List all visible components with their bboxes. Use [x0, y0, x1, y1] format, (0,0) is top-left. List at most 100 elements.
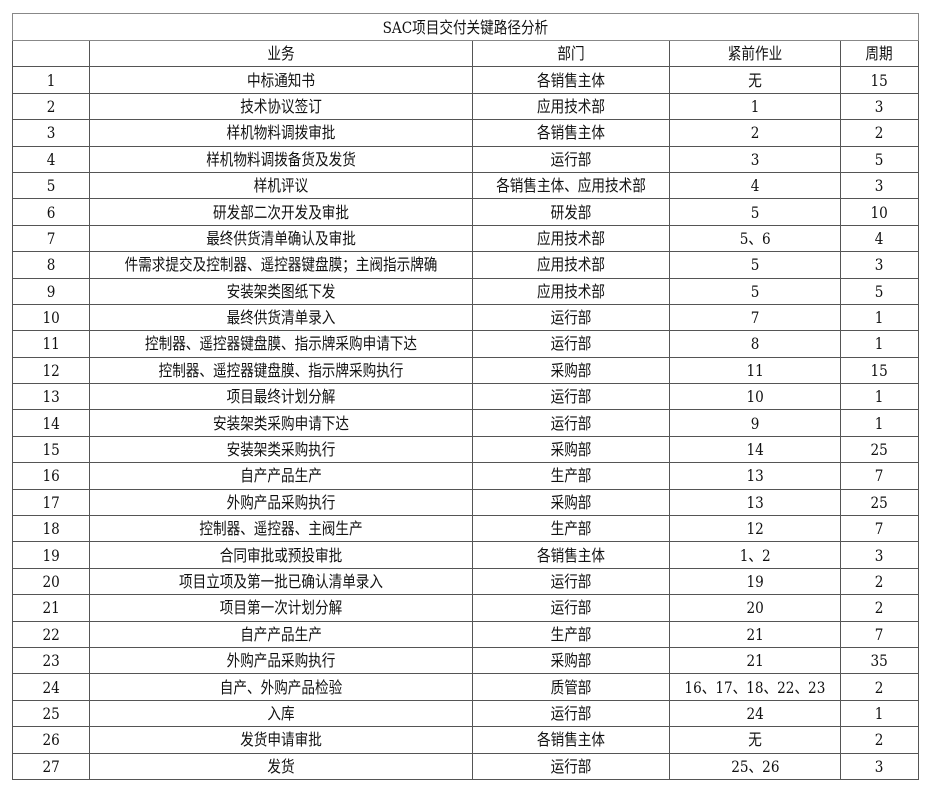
table-row: 2 技术协议签订 应用技术部 1 3: [11, 92, 920, 121]
cell-predecessor: 13: [669, 462, 841, 490]
cell-text: 最终供货清单录入: [226, 308, 336, 328]
cell-text: 4: [875, 228, 884, 248]
cell-department: 运行部: [471, 699, 671, 728]
cell-predecessor: 24: [669, 699, 841, 728]
cell-task: 控制器、遥控器键盘膜、指示牌采购申请下达: [89, 330, 473, 358]
cell-text: 16: [42, 466, 60, 486]
cell-duration: 1: [839, 303, 920, 332]
cell-predecessor: 2: [669, 119, 841, 147]
cell-department: 各销售主体、应用技术部: [471, 171, 671, 200]
cell-text: 发货: [267, 756, 295, 776]
cell-text: 最终供货清单确认及审批: [206, 228, 356, 248]
cell-predecessor: 3: [669, 145, 841, 173]
cell-text: 19: [42, 545, 60, 565]
cell-department: 各销售主体: [471, 66, 671, 94]
cell-text: 各销售主体、应用技术部: [496, 176, 646, 196]
cell-text: 生产部: [550, 519, 592, 539]
cell-text: 1: [875, 387, 884, 407]
cell-task: 发货申请审批: [89, 726, 473, 754]
cell-index: 16: [11, 462, 91, 490]
cell-index: 13: [11, 383, 91, 411]
header-department: 部门: [471, 39, 671, 68]
table-row: 22 自产产品生产 生产部 21 7: [11, 620, 920, 648]
cell-text: 运行部: [550, 413, 592, 433]
header-text: 部门: [557, 44, 585, 64]
cell-text: 运行部: [550, 308, 592, 328]
cell-index: 4: [11, 145, 91, 173]
cell-text: 运行部: [550, 334, 592, 354]
cell-text: 各销售主体: [537, 730, 606, 750]
cell-text: 1: [750, 96, 760, 116]
cell-index: 19: [11, 541, 91, 569]
cell-department: 运行部: [471, 145, 671, 173]
cell-department: 质管部: [471, 673, 671, 701]
cell-text: 项目第一次计划分解: [219, 598, 343, 618]
cell-predecessor: 14: [669, 435, 841, 464]
table-row: 3 样机物料调拨审批 各销售主体 2 2: [11, 119, 920, 147]
cell-task: 合同审批或预投审批: [89, 541, 473, 569]
cell-department: 各销售主体: [471, 541, 671, 569]
cell-duration: 4: [839, 224, 920, 253]
cell-text: 25: [870, 440, 889, 460]
cell-duration: 2: [839, 673, 920, 701]
table-row: 1 中标通知书 各销售主体 无 15: [11, 66, 920, 94]
cell-predecessor: 12: [669, 515, 841, 543]
header-text: 业务: [267, 44, 295, 64]
cell-text: 7: [875, 519, 884, 539]
cell-task: 项目立项及第一批已确认清单录入: [89, 567, 473, 596]
cell-index: 21: [11, 594, 91, 622]
cell-predecessor: 7: [669, 303, 841, 332]
cell-text: 12: [42, 360, 60, 380]
cell-task: 外购产品采购执行: [89, 488, 473, 517]
cell-department: 研发部: [471, 198, 671, 226]
cell-task: 自产产品生产: [89, 462, 473, 490]
cell-text: 各销售主体: [537, 123, 606, 143]
cell-text: 1: [875, 308, 884, 328]
cell-text: 35: [870, 651, 889, 671]
cell-task: 安装架类采购执行: [89, 435, 473, 464]
cell-index: 2: [11, 92, 91, 121]
cell-predecessor: 无: [669, 66, 841, 94]
header-task: 业务: [89, 39, 473, 68]
cell-text: 19: [746, 572, 764, 591]
cell-index: 18: [11, 515, 91, 543]
cell-duration: 15: [839, 66, 920, 94]
cell-predecessor: 5: [669, 198, 841, 226]
cell-duration: 5: [839, 145, 920, 173]
cell-duration: 2: [839, 119, 920, 147]
cell-text: 20: [746, 598, 764, 618]
cell-text: 10: [746, 387, 764, 407]
cell-duration: 35: [839, 646, 920, 675]
cell-duration: 7: [839, 462, 920, 490]
cell-text: 8: [750, 334, 760, 354]
cell-text: 5: [750, 202, 760, 222]
cell-task: 发货: [89, 752, 473, 780]
cell-text: 研发部二次开发及审批: [213, 202, 350, 222]
cell-text: 运行部: [550, 572, 592, 591]
cell-task: 样机评议: [89, 171, 473, 200]
cell-text: 6: [46, 202, 56, 222]
table-row: 16 自产产品生产 生产部 13 7: [11, 462, 920, 490]
cell-duration: 1: [839, 383, 920, 411]
cell-text: 3: [875, 96, 884, 116]
cell-task: 自产产品生产: [89, 620, 473, 648]
cell-index: 14: [11, 409, 91, 437]
cell-text: 采购部: [550, 440, 592, 460]
table-row: 25 入库 运行部 24 1: [11, 699, 920, 728]
cell-text: 5、6: [739, 228, 771, 248]
cell-text: 运行部: [550, 387, 592, 407]
cell-text: 7: [875, 624, 884, 644]
cell-department: 运行部: [471, 752, 671, 780]
cell-text: 2: [46, 96, 56, 116]
table-row: 12 控制器、遥控器键盘膜、指示牌采购执行 采购部 11 15: [11, 356, 920, 385]
cell-task: 最终供货清单确认及审批: [89, 224, 473, 253]
cell-text: 自产产品生产: [240, 624, 322, 644]
cell-text: 2: [875, 598, 884, 618]
cell-duration: 15: [839, 356, 920, 385]
cell-task: 安装架类图纸下发: [89, 277, 473, 305]
table-row: 23 外购产品采购执行 采购部 21 35: [11, 646, 920, 675]
cell-duration: 7: [839, 515, 920, 543]
cell-text: 7: [46, 228, 56, 248]
cell-index: 10: [11, 303, 91, 332]
cell-text: 25: [42, 703, 60, 723]
